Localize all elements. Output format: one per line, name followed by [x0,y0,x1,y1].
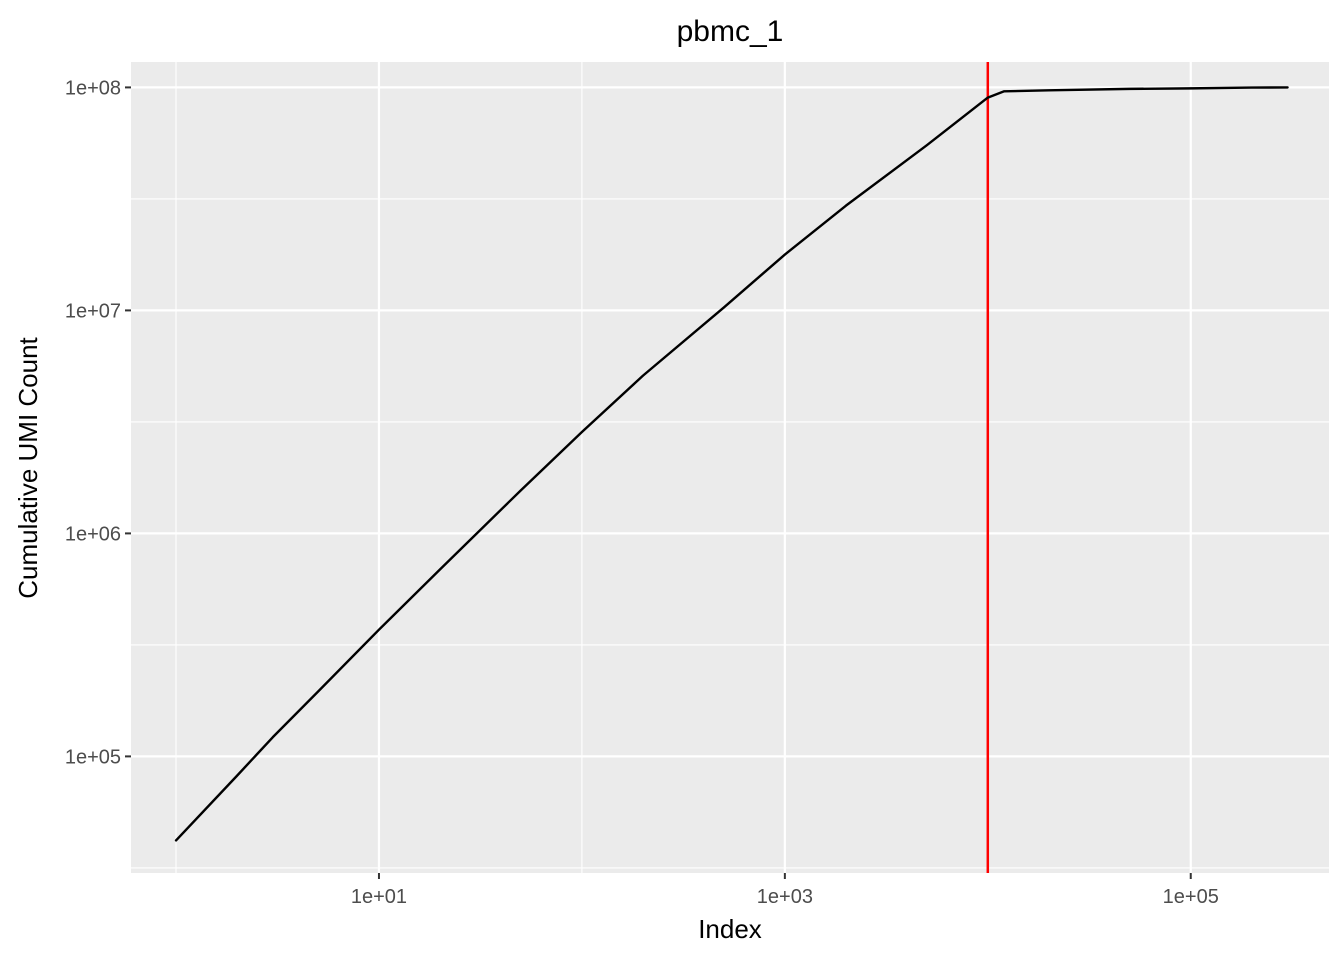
y-axis-title: Cumulative UMI Count [13,336,43,598]
y-axis: 1e+05 1e+06 1e+07 1e+08 [65,77,131,768]
chart-title: pbmc_1 [677,15,784,48]
series-line [174,86,1289,842]
x-tick-label: 1e+05 [1163,886,1219,908]
x-axis-title: Index [698,914,762,944]
y-tick-label: 1e+08 [65,77,121,99]
x-axis: 1e+01 1e+03 1e+05 [351,873,1219,908]
y-tick-label: 1e+05 [65,746,121,768]
y-tick-label: 1e+07 [65,300,121,322]
x-tick-label: 1e+03 [757,886,813,908]
x-tick-label: 1e+01 [351,886,407,908]
plot-panel [131,62,1329,873]
major-grid [131,62,1329,873]
series-layer [174,86,1289,842]
y-tick-label: 1e+06 [65,523,121,545]
